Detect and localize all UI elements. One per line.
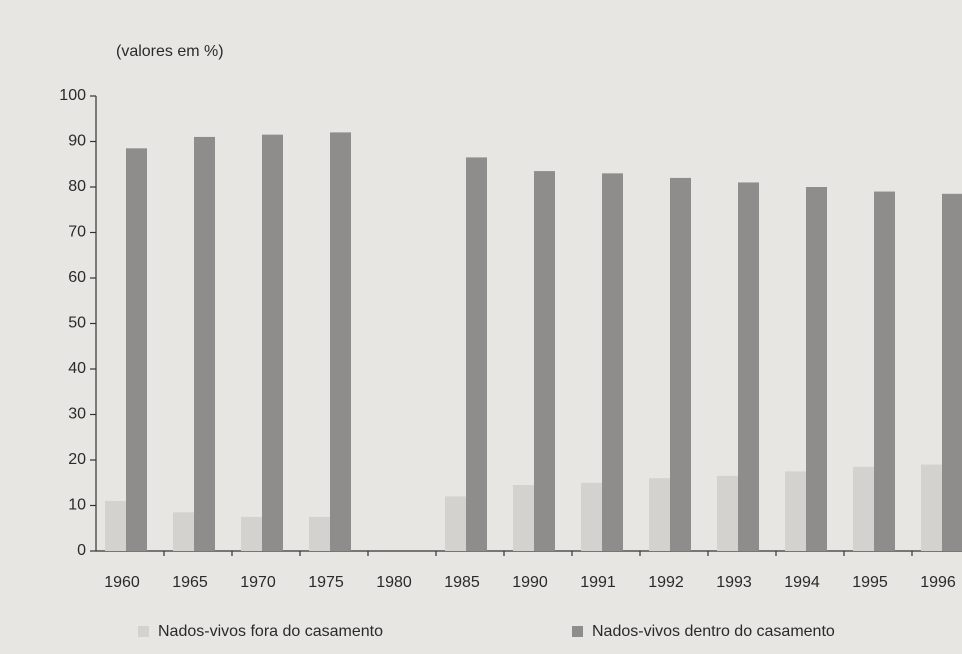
y-axis-label: (valores em %) [116, 43, 224, 60]
bar [466, 157, 487, 552]
x-tick-label: 1990 [512, 574, 548, 591]
legend-label: Nados-vivos dentro do casamento [592, 623, 835, 640]
y-tick-label: 40 [68, 360, 86, 377]
bar [309, 516, 330, 551]
bar [105, 500, 126, 551]
y-tick-label: 90 [68, 133, 86, 150]
y-tick-label: 30 [68, 406, 86, 423]
x-tick-label: 1980 [376, 574, 412, 591]
x-tick-label: 1965 [172, 574, 208, 591]
bar [445, 496, 466, 551]
bar [602, 173, 623, 551]
legend-swatch [572, 626, 583, 637]
x-tick-label: 1996 [920, 574, 956, 591]
x-tick-label: 1995 [852, 574, 888, 591]
x-tick-label: 1975 [308, 574, 344, 591]
x-tick-label: 1985 [444, 574, 480, 591]
bar [942, 193, 962, 551]
x-tick-label: 1991 [580, 574, 616, 591]
bar [126, 148, 147, 551]
x-tick-label: 1970 [240, 574, 276, 591]
y-tick-label: 10 [68, 497, 86, 514]
x-tick-label: 1994 [784, 574, 820, 591]
x-tick-label: 1992 [648, 574, 684, 591]
bar [173, 512, 194, 551]
bar [330, 132, 351, 551]
bar [262, 134, 283, 552]
bar [921, 464, 942, 551]
bar [874, 191, 895, 552]
y-tick-label: 100 [59, 87, 86, 104]
legend-label: Nados-vivos fora do casamento [158, 623, 383, 640]
y-tick-label: 60 [68, 269, 86, 286]
bar [738, 182, 759, 551]
y-tick-label: 50 [68, 315, 86, 332]
x-tick-label: 1960 [104, 574, 140, 591]
bar [534, 171, 555, 551]
bar [670, 177, 691, 551]
x-tick-label: 1993 [716, 574, 752, 591]
y-tick-label: 0 [77, 542, 86, 559]
y-tick-label: 80 [68, 178, 86, 195]
y-tick-label: 20 [68, 451, 86, 468]
bar [717, 475, 738, 551]
legend-swatch [138, 626, 149, 637]
bar [785, 471, 806, 551]
bar [194, 136, 215, 551]
bar [853, 466, 874, 551]
bar [806, 187, 827, 551]
y-tick-label: 70 [68, 224, 86, 241]
bar [581, 482, 602, 551]
bar [649, 478, 670, 551]
bar [241, 516, 262, 551]
bar [513, 485, 534, 551]
